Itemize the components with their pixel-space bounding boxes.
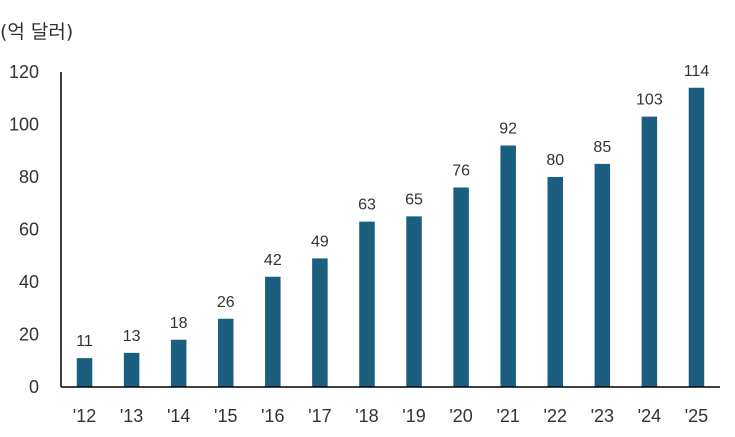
x-tick-label: '24 bbox=[638, 406, 661, 426]
data-label: 80 bbox=[546, 152, 564, 169]
bar bbox=[170, 339, 187, 387]
bar bbox=[406, 216, 422, 387]
data-label: 103 bbox=[636, 92, 663, 109]
data-labels: 11 13 18 26 42 49 63 65 76 92 80 85 103 114 bbox=[76, 63, 709, 350]
bar bbox=[218, 318, 234, 387]
y-tick-label: 60 bbox=[19, 220, 39, 240]
data-label: 76 bbox=[452, 163, 470, 180]
data-label: 18 bbox=[170, 315, 188, 332]
x-tick-label: '21 bbox=[496, 406, 519, 426]
bar bbox=[547, 177, 563, 387]
data-label: 114 bbox=[684, 63, 710, 80]
x-axis-ticks: '12 '13 '14 '15 '16 '17 '18 '19 '20 '21 '22 '23 '24 '… bbox=[73, 406, 708, 426]
bar bbox=[453, 187, 469, 387]
data-label: 92 bbox=[499, 121, 517, 138]
x-tick-label: '22 bbox=[544, 406, 567, 426]
y-tick-label: 100 bbox=[9, 115, 39, 135]
data-label: 42 bbox=[264, 252, 282, 269]
y-tick-label: 0 bbox=[29, 377, 39, 397]
bar bbox=[641, 116, 658, 387]
bars bbox=[76, 87, 705, 387]
x-tick-label: '16 bbox=[261, 406, 284, 426]
x-tick-label: '19 bbox=[402, 406, 425, 426]
data-label: 26 bbox=[217, 294, 235, 311]
y-axis-ticks: 0 20 40 60 80 100 120 bbox=[9, 62, 39, 397]
data-label: 13 bbox=[123, 328, 141, 345]
data-label: 49 bbox=[311, 233, 329, 250]
x-tick-label: '13 bbox=[120, 406, 143, 426]
x-tick-label: '23 bbox=[591, 406, 614, 426]
y-tick-label: 40 bbox=[19, 272, 39, 292]
bar bbox=[265, 276, 281, 387]
x-tick-label: '15 bbox=[214, 406, 237, 426]
bar bbox=[688, 87, 705, 387]
data-label: 11 bbox=[76, 333, 93, 350]
y-axis-unit-label: (억 달러) bbox=[0, 21, 73, 43]
x-tick-label: '20 bbox=[449, 406, 472, 426]
bar bbox=[594, 163, 611, 387]
bar bbox=[76, 358, 93, 387]
x-tick-label: '25 bbox=[685, 406, 708, 426]
bar bbox=[500, 145, 516, 387]
data-label: 63 bbox=[358, 197, 376, 214]
data-label: 85 bbox=[593, 139, 611, 156]
x-tick-label: '12 bbox=[73, 406, 96, 426]
data-label: 65 bbox=[405, 191, 423, 208]
x-tick-label: '17 bbox=[308, 406, 331, 426]
y-tick-label: 80 bbox=[19, 167, 39, 187]
x-tick-label: '14 bbox=[167, 406, 190, 426]
bar bbox=[312, 258, 328, 387]
x-tick-label: '18 bbox=[355, 406, 378, 426]
bar bbox=[123, 352, 140, 387]
bar bbox=[359, 221, 375, 387]
y-tick-label: 120 bbox=[9, 62, 39, 82]
y-tick-label: 20 bbox=[19, 325, 39, 345]
